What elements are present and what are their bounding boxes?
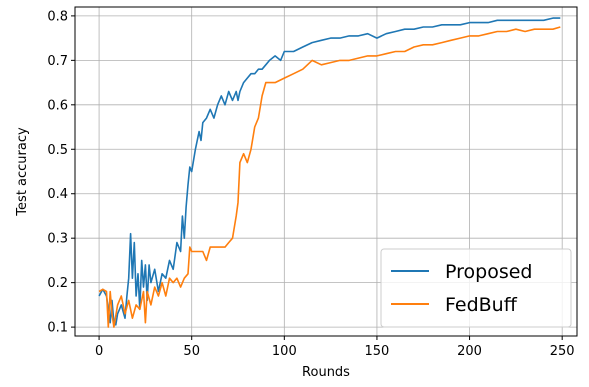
y-tick-label: 0.4 xyxy=(47,187,68,202)
grid xyxy=(75,7,577,336)
y-axis-label: Test accuracy xyxy=(15,127,30,217)
y-tick-label: 0.3 xyxy=(47,232,68,247)
y-tick-label: 0.2 xyxy=(47,276,68,291)
x-tick-label: 0 xyxy=(95,344,103,359)
legend-box xyxy=(380,248,572,328)
y-tick-label: 0.6 xyxy=(47,98,68,113)
x-tick-label: 50 xyxy=(183,344,200,359)
x-tick-label: 100 xyxy=(272,344,297,359)
legend-label-proposed: Proposed xyxy=(445,261,532,283)
legend-label-fedbuff: FedBuff xyxy=(445,294,518,316)
y-tick-label: 0.5 xyxy=(47,143,68,158)
series-line-proposed xyxy=(98,17,561,326)
y-tick-label: 0.7 xyxy=(47,54,68,69)
plot-area-frame xyxy=(74,6,578,337)
y-axis-ticks: 0.1 0.2 0.3 0.4 0.5 0.6 0.7 0.8 xyxy=(47,9,75,336)
series-line-fedbuff xyxy=(98,26,561,328)
x-axis-label: Rounds xyxy=(302,365,350,380)
legend: Proposed FedBuff xyxy=(380,248,572,328)
x-tick-label: 150 xyxy=(365,344,390,359)
x-tick-label: 200 xyxy=(457,344,482,359)
y-tick-label: 0.8 xyxy=(47,9,68,24)
y-tick-label: 0.1 xyxy=(47,321,68,336)
x-axis-ticks: 0 50 100 150 200 250 xyxy=(95,336,575,359)
x-tick-label: 250 xyxy=(550,344,575,359)
series-layer xyxy=(98,17,561,328)
